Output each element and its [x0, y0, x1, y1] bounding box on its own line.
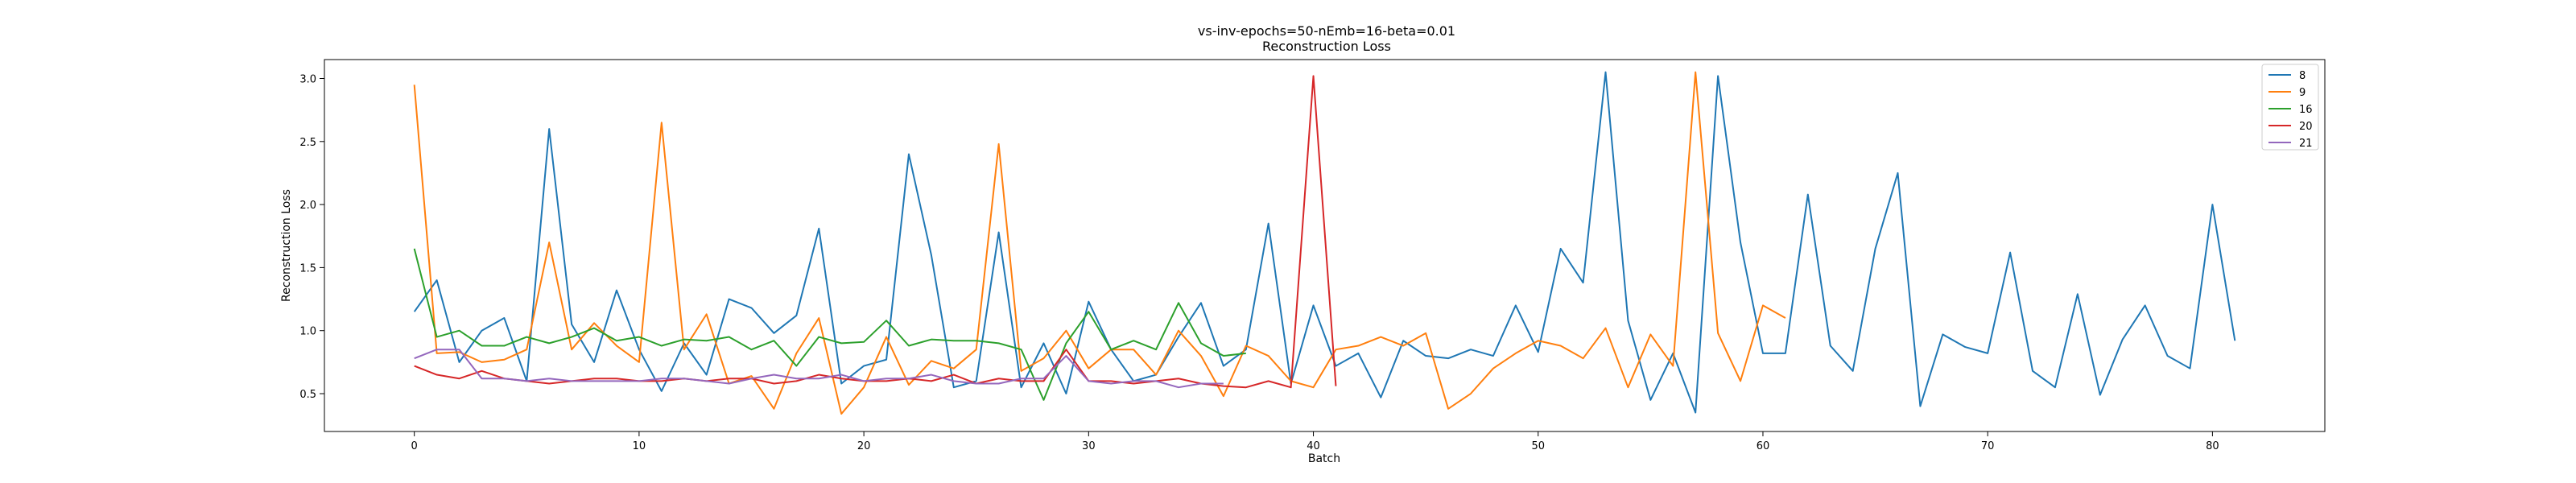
y-tick-label: 0.5 [299, 389, 316, 401]
x-tick-label: 20 [857, 440, 871, 452]
x-axis-label: Batch [1308, 452, 1340, 465]
legend-label-9: 9 [2299, 87, 2306, 99]
x-tick-label: 10 [633, 440, 646, 452]
plot-area [324, 59, 2326, 432]
x-axis: 0 10 20 30 40 50 60 70 80 [411, 431, 2219, 452]
series-line-9 [413, 71, 1786, 415]
series-layer [413, 71, 2236, 415]
x-tick-label: 0 [411, 440, 418, 452]
y-axis: 0.5 1.0 1.5 2.0 2.5 3.0 [299, 73, 324, 401]
chart-title: vs-inv-epochs=50-nEmb=16-beta=0.01 [1198, 23, 1455, 39]
y-axis-label: Reconstruction Loss [280, 189, 293, 302]
legend: 8 9 16 20 21 [2261, 64, 2319, 151]
y-tick-label: 1.0 [299, 326, 316, 338]
legend-label-21: 21 [2299, 138, 2313, 150]
legend-label-20: 20 [2299, 121, 2313, 133]
x-tick-label: 30 [1082, 440, 1096, 452]
y-tick-label: 1.5 [299, 262, 316, 275]
y-tick-label: 2.0 [299, 200, 316, 212]
x-tick-label: 60 [1757, 440, 1770, 452]
x-tick-label: 80 [2206, 440, 2219, 452]
chart-subtitle: Reconstruction Loss [1262, 39, 1391, 54]
series-line-20 [414, 75, 1337, 389]
series-line-8 [413, 71, 2236, 414]
series-line-16 [413, 248, 1246, 401]
legend-label-8: 8 [2299, 70, 2306, 82]
x-tick-label: 40 [1307, 440, 1320, 452]
y-tick-label: 2.5 [299, 137, 316, 149]
x-tick-label: 70 [1981, 440, 1995, 452]
series-line-21 [414, 349, 1224, 389]
legend-label-16: 16 [2299, 104, 2313, 116]
legend-box [2261, 64, 2319, 151]
y-tick-label: 3.0 [299, 73, 316, 85]
x-tick-label: 50 [1531, 440, 1545, 452]
axes-frame [324, 59, 2326, 432]
